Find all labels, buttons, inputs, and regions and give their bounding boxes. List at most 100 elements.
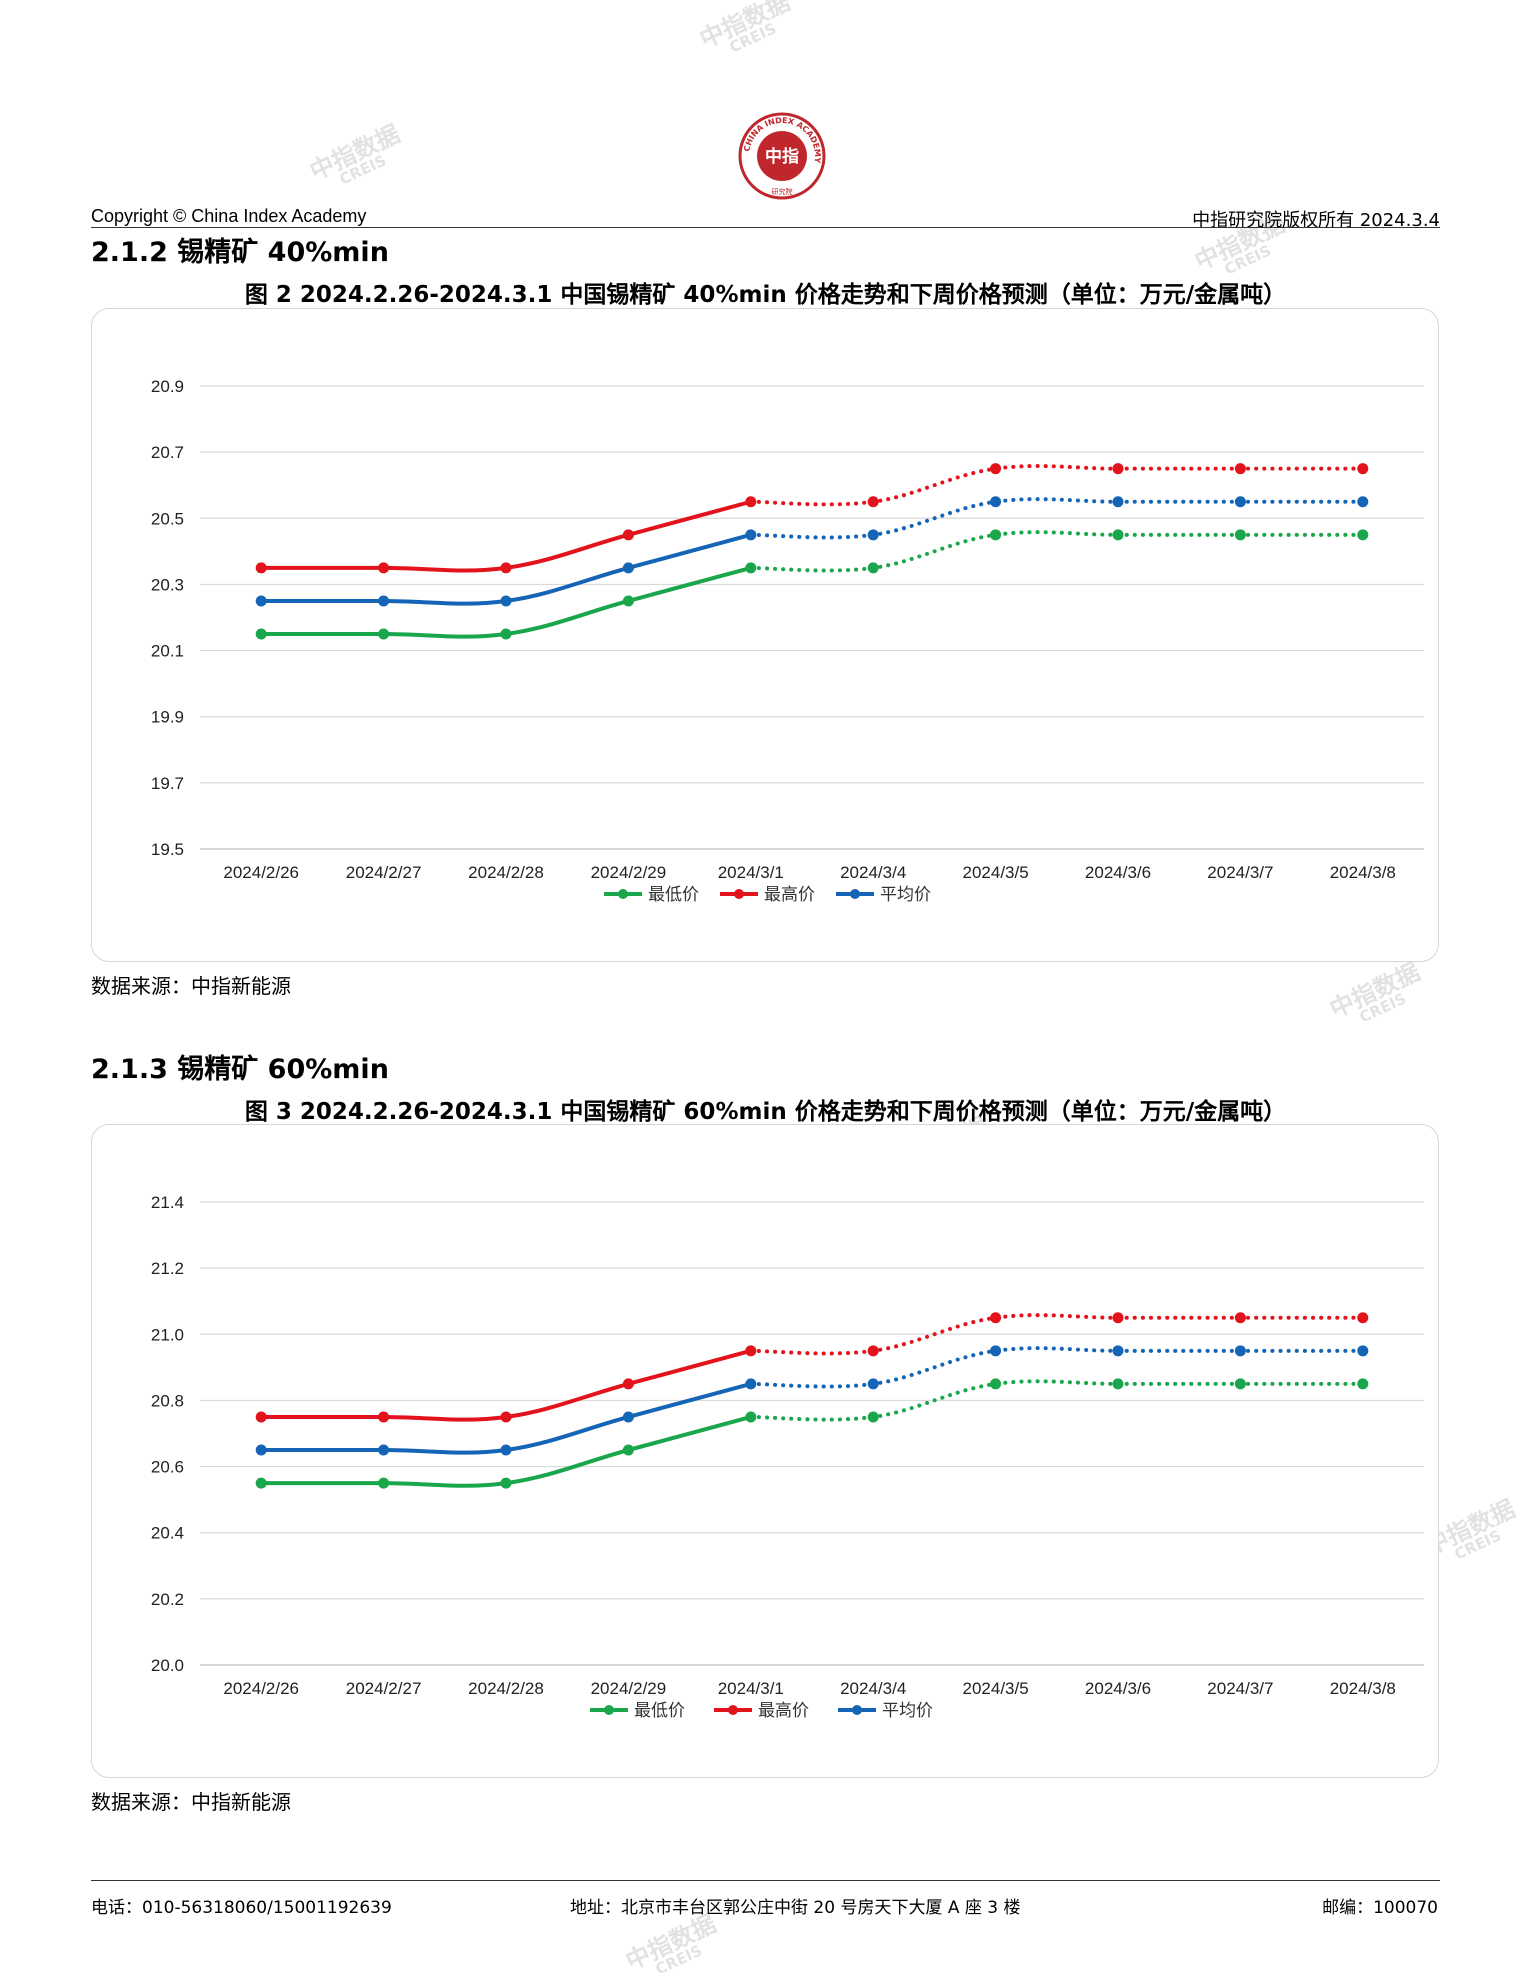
data-point	[1357, 1345, 1369, 1357]
data-point	[1112, 463, 1124, 475]
x-tick-label: 2024/2/28	[468, 1679, 544, 1698]
data-point	[378, 628, 390, 640]
y-tick-label: 19.5	[151, 840, 184, 859]
footer-postcode: 邮编：100070	[1322, 1898, 1438, 1918]
data-point	[378, 1411, 390, 1423]
data-point	[867, 529, 879, 541]
data-point	[378, 1477, 390, 1489]
rights-text: 中指研究院版权所有 2024.3.4	[1192, 210, 1440, 231]
data-point	[378, 595, 390, 607]
y-tick-label: 20.9	[151, 377, 184, 396]
x-tick-label: 2024/2/27	[346, 1679, 422, 1698]
y-tick-label: 20.8	[151, 1391, 184, 1410]
y-tick-label: 19.7	[151, 774, 184, 793]
logo-center-text: 中指	[765, 146, 799, 167]
legend-marker	[852, 1705, 862, 1715]
data-point	[622, 562, 634, 574]
data-point	[867, 1345, 879, 1357]
y-tick-label: 20.5	[151, 509, 184, 528]
data-point	[745, 1378, 757, 1390]
legend-marker	[728, 1705, 738, 1715]
data-point	[500, 1477, 512, 1489]
footer-divider	[91, 1880, 1440, 1881]
data-point	[1357, 1312, 1369, 1324]
data-point	[990, 1312, 1002, 1324]
data-point	[990, 1345, 1002, 1357]
x-tick-label: 2024/3/6	[1085, 1679, 1151, 1698]
data-point	[255, 1411, 267, 1423]
y-tick-label: 20.4	[151, 1524, 184, 1543]
x-tick-label: 2024/3/7	[1207, 863, 1273, 882]
legend-marker	[734, 889, 744, 899]
y-tick-label: 21.2	[151, 1259, 184, 1278]
figure-title: 图 3 2024.2.26-2024.3.1 中国锡精矿 60%min 价格走势…	[244, 1099, 1287, 1125]
data-point	[1234, 1345, 1246, 1357]
x-tick-label: 2024/2/26	[223, 863, 299, 882]
series-line-actual	[259, 1348, 753, 1422]
data-point	[1234, 1378, 1246, 1390]
data-point	[867, 1378, 879, 1390]
header-divider	[91, 227, 1440, 228]
series-line-forecast	[748, 464, 1365, 507]
x-tick-label: 2024/3/1	[718, 863, 784, 882]
x-tick-label: 2024/3/8	[1330, 863, 1396, 882]
y-tick-label: 21.0	[151, 1325, 184, 1344]
y-tick-label: 21.4	[151, 1193, 184, 1212]
series-line-forecast	[748, 1313, 1365, 1356]
y-tick-label: 20.6	[151, 1458, 184, 1477]
legend-label: 最高价	[758, 1701, 809, 1721]
data-point	[990, 1378, 1002, 1390]
data-point	[1357, 529, 1369, 541]
data-point	[745, 529, 757, 541]
data-point	[1357, 496, 1369, 508]
series-line-forecast	[748, 497, 1365, 540]
data-point	[867, 1411, 879, 1423]
data-point	[500, 595, 512, 607]
x-tick-label: 2024/3/1	[718, 1679, 784, 1698]
x-tick-label: 2024/3/8	[1330, 1679, 1396, 1698]
data-point	[622, 1378, 634, 1390]
x-tick-label: 2024/2/27	[346, 863, 422, 882]
legend-marker	[604, 1705, 614, 1715]
figure-title: 图 2 2024.2.26-2024.3.1 中国锡精矿 40%min 价格走势…	[244, 282, 1287, 308]
section-heading: 2.1.3 锡精矿 60%min	[91, 1054, 389, 1085]
legend-label: 最低价	[648, 885, 699, 905]
data-point	[622, 1444, 634, 1456]
data-point	[990, 529, 1002, 541]
data-point	[745, 1411, 757, 1423]
data-point	[1234, 496, 1246, 508]
logo-seal: CHINA INDEX ACADEMY 中指 研究院	[738, 112, 826, 200]
logo-bottom-text: 研究院	[772, 187, 793, 196]
legend-label: 平均价	[880, 885, 931, 905]
x-tick-label: 2024/3/5	[963, 1679, 1029, 1698]
data-point	[500, 628, 512, 640]
x-tick-label: 2024/3/7	[1207, 1679, 1273, 1698]
copyright-text: Copyright © China Index Academy	[91, 206, 367, 226]
y-tick-label: 20.0	[151, 1656, 184, 1675]
data-point	[867, 562, 879, 574]
x-tick-label: 2024/3/4	[840, 863, 906, 882]
data-point	[867, 496, 879, 508]
footer-address: 地址：北京市丰台区郭公庄中街 20 号房天下大厦 A 座 3 楼	[570, 1898, 1021, 1918]
data-point	[500, 1444, 512, 1456]
x-tick-label: 2024/3/5	[963, 863, 1029, 882]
data-point	[255, 1444, 267, 1456]
x-tick-label: 2024/2/28	[468, 863, 544, 882]
legend-marker	[850, 889, 860, 899]
data-point	[1234, 529, 1246, 541]
chart-panel: 20.9 20.7 20.5 20.3 20.1 19.9 19.7 19.5 2024/2/2…	[91, 308, 1439, 962]
chart-panel: 21.4 21.2 21.0 20.8 20.6 20.4 20.2 20.0 2024/2/2…	[91, 1124, 1439, 1778]
data-point	[1112, 1378, 1124, 1390]
y-tick-label: 20.2	[151, 1590, 184, 1609]
x-tick-label: 2024/2/26	[223, 1679, 299, 1698]
series-line-forecast	[748, 530, 1365, 573]
data-point	[255, 562, 267, 574]
data-point	[1112, 529, 1124, 541]
data-point	[255, 628, 267, 640]
data-point	[622, 529, 634, 541]
legend-label: 平均价	[882, 1701, 933, 1721]
